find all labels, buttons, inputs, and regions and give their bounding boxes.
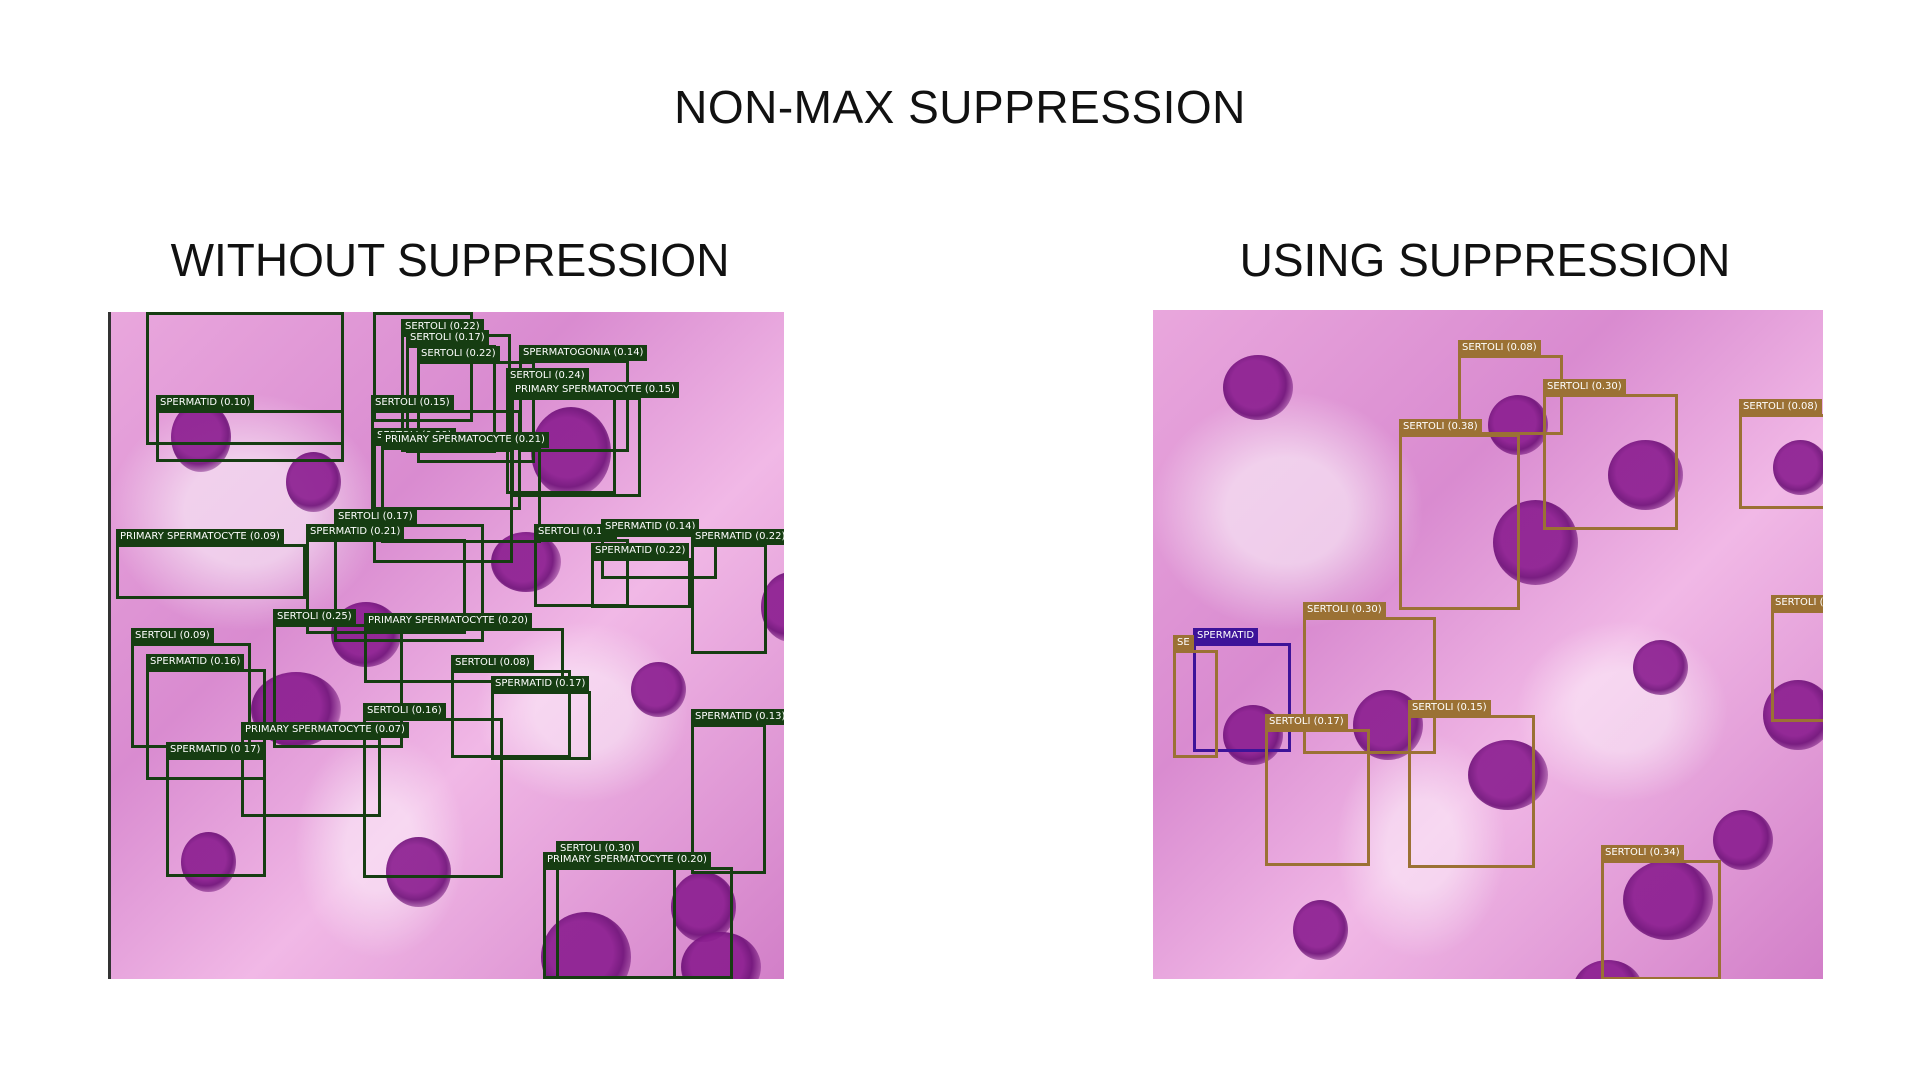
bounding-box-label: PRIMARY SPERMATOCYTE (0.20) xyxy=(364,613,532,629)
bounding-box: SERTOLI (0.34) xyxy=(1601,845,1721,979)
bounding-box: SERTOLI (0.15) xyxy=(371,395,521,510)
cell-nucleus xyxy=(1773,440,1823,495)
bounding-box-label: SERTOLI (0.13) xyxy=(534,524,617,540)
bounding-box: SERTOLI (0.06) xyxy=(373,312,473,422)
bounding-box: PRIMARY SPERMATOCYTE (0.09) xyxy=(116,529,306,599)
bounding-box-label: SERTOLI (0.17) xyxy=(406,330,489,346)
bounding-box-label: PRIMARY SPERMATOCYTE (0.21) xyxy=(381,432,549,448)
bounding-box: PRIMARY SPERMATOCYTE (0.20) xyxy=(543,852,733,979)
bounding-box-label: PRIMARY SPERMATOCYTE (0.09) xyxy=(116,529,284,545)
bounding-box-label: SERTOLI (0.17) xyxy=(1265,714,1348,730)
bounding-box: SERTOLI (0.17) xyxy=(334,509,484,642)
without-suppression-image: PRIMARY SPERMATOCYTE (0.06) SERTOLI (0.06… xyxy=(108,312,784,979)
bounding-box: SERTOLI (0.15) xyxy=(1408,700,1535,868)
bounding-box-label: SERTOLI (0.34) xyxy=(1601,845,1684,861)
bounding-box-label: SERTOLI (0.08) xyxy=(1458,340,1541,356)
bounding-box: SPERMATOGONIA (0.14) xyxy=(519,345,648,452)
bounding-box: SERTOLI (0.16) xyxy=(363,703,503,878)
bounding-box: SERTOLI (0 xyxy=(1771,595,1823,722)
bounding-box: SERTOLI (0.08) xyxy=(451,655,571,758)
bounding-box-label: SERTOLI (0.30) xyxy=(1303,602,1386,618)
bounding-box-label: PRIMARY SPERMATOCYTE (0.06) xyxy=(146,312,314,313)
bounding-box-label: SERTOLI (0.15) xyxy=(1408,700,1491,716)
bounding-box: PRIMARY SPERMATOCYTE (0.20) xyxy=(364,613,564,683)
bounding-box-label: SERTOLI (0 xyxy=(1771,595,1823,611)
bounding-box: SPERMATID (0.22) xyxy=(691,529,784,654)
cell-nucleus xyxy=(1633,640,1688,695)
bounding-box-label: SERTOLI (0.38) xyxy=(1399,419,1482,435)
bounding-box-label: SPERMATID xyxy=(1193,628,1259,644)
bounding-box: PRIMARY SPERMATOCYTE (0.07) xyxy=(241,722,409,817)
bounding-box-label: SERTOLI (0.24) xyxy=(506,368,589,384)
bounding-box: SERTOLI (0.17) xyxy=(1265,714,1370,866)
bounding-box-label: SPERMATID (0.22) xyxy=(691,529,784,545)
bounding-box-label: SPERMATOGONIA (0.14) xyxy=(519,345,648,361)
bounding-box-label: SPERMATID (0.22) xyxy=(591,543,690,559)
bounding-box-label: SPERMATID (0.17) xyxy=(166,742,265,758)
right-panel-title: USING SUPPRESSION xyxy=(1239,234,1731,286)
bounding-box-label: SERTOLI (0.08) xyxy=(451,655,534,671)
cell-nucleus xyxy=(286,452,341,512)
bounding-box-label: SERTOLI (0.09) xyxy=(131,628,214,644)
cell-nucleus xyxy=(531,407,611,497)
cell-nucleus xyxy=(1573,960,1643,979)
cell-nucleus xyxy=(671,872,736,942)
bounding-box: SERTOLI (0.38) xyxy=(1399,419,1520,610)
cell-nucleus xyxy=(1493,500,1578,585)
left-panel-title: WITHOUT SUPPRESSION xyxy=(170,234,730,286)
cell-nucleus xyxy=(631,662,686,717)
cell-nucleus xyxy=(181,832,236,892)
bounding-box-label: SERTOLI (0.22) xyxy=(417,346,500,362)
bounding-box: SPERMATID (0.22) xyxy=(591,543,691,608)
bounding-box-label: PRIMARY SPERMATOCYTE (0.15) xyxy=(511,382,679,398)
cell-nucleus xyxy=(1623,860,1713,940)
cell-nucleus xyxy=(1293,900,1348,960)
bounding-box-label: SERTOLI (0.15) xyxy=(371,395,454,411)
bounding-box-label: SPERMATID (0.14) xyxy=(601,519,700,535)
bounding-box: PRIMARY SPERMATOCYTE (0.06) xyxy=(146,312,344,445)
using-suppression-image: SERTOLI (0.08) SERTOLI (0.30) SERTOLI (0.3… xyxy=(1153,310,1823,979)
bounding-box: SERTOLI (0.25) xyxy=(273,609,403,748)
bounding-box: SPERMATID (0.17) xyxy=(166,742,266,877)
bounding-box: SE xyxy=(1173,635,1218,758)
bounding-box-label: SERTOLI (0.25) xyxy=(273,609,356,625)
bounding-box-label: SERTOLI (0.16) xyxy=(363,703,446,719)
cell-nucleus xyxy=(1713,810,1773,870)
bounding-box: SPERMATID (0.17) xyxy=(491,676,591,760)
bounding-box: SERTOLI (0.13) xyxy=(534,524,629,607)
cell-nucleus xyxy=(1608,440,1683,510)
bounding-box-label: SERTOLI (0.17) xyxy=(334,509,417,525)
bounding-box: SPERMATID (0.21) xyxy=(306,524,466,634)
bounding-box-label: PRIMARY SPERMATOCYTE (0.20) xyxy=(543,852,711,868)
bounding-box-label: SERTOLI (0.06) xyxy=(373,312,456,313)
bounding-box: SPERMATID (0.13) xyxy=(691,709,784,874)
bounding-box-label: SPERMATID (0.21) xyxy=(306,524,405,540)
bounding-box-label: SPERMATID (0.17) xyxy=(491,676,590,692)
bounding-box: SERTOLI (0.08) xyxy=(1739,399,1823,509)
bounding-box-label: SPERMATID (0.10) xyxy=(156,395,255,411)
bounding-box: SERTOLI (0.30) xyxy=(1543,379,1678,530)
bounding-box-label: PRIMARY SPERMATOCYTE (0.07) xyxy=(241,722,409,738)
bounding-box: SPERMATID xyxy=(1193,628,1291,752)
bounding-box-label: SPERMATID (0.16) xyxy=(146,654,245,670)
bounding-box-label: SERTOLI (0.30) xyxy=(1543,379,1626,395)
page-title: NON-MAX SUPPRESSION xyxy=(674,81,1246,133)
cell-nucleus xyxy=(1223,355,1293,420)
bounding-box-label: SPERMATID (0.13) xyxy=(691,709,784,725)
bounding-box-label: SE xyxy=(1173,635,1194,651)
bounding-box-label: SERTOLI (0.08) xyxy=(1739,399,1822,415)
cell-nucleus xyxy=(386,837,451,907)
bounding-box: SPERMATID (0.10) xyxy=(156,395,344,462)
